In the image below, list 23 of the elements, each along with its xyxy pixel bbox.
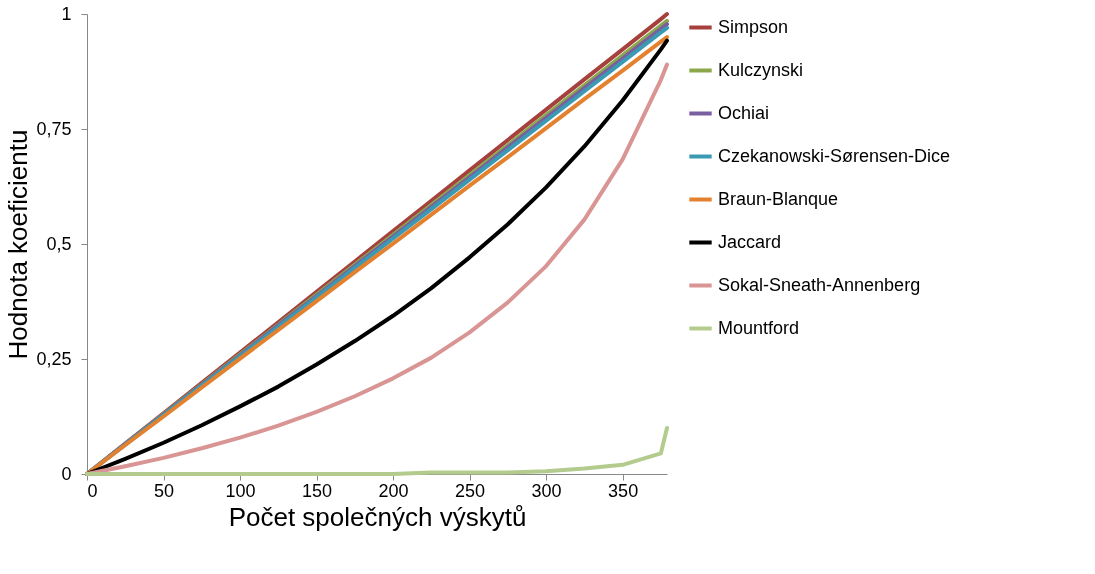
y-tick-label: 0,5 (46, 233, 72, 254)
legend-label: Ochiai (718, 102, 770, 123)
x-tick-label: 300 (531, 480, 562, 501)
legend-label: Simpson (718, 16, 789, 37)
y-tick-label: 0 (61, 463, 72, 484)
x-tick-label: 100 (225, 480, 256, 501)
legend-label: Mountford (718, 317, 800, 338)
legend-label: Sokal-Sneath-Annenberg (718, 274, 921, 295)
y-tick-label: 0,25 (36, 348, 72, 369)
y-tick-label: 0,75 (36, 118, 72, 139)
legend-label: Braun-Blanque (718, 188, 839, 209)
x-tick-label: 0 (87, 480, 98, 501)
x-tick-label: 350 (608, 480, 639, 501)
y-tick-label: 1 (61, 3, 72, 24)
legend-label: Jaccard (718, 231, 782, 252)
legend-label: Czekanowski-Sørensen-Dice (718, 145, 951, 166)
x-tick-label: 150 (302, 480, 333, 501)
x-tick-label: 50 (154, 480, 175, 501)
x-tick-label: 250 (455, 480, 486, 501)
y-axis-title: Hodnota koeficientu (3, 129, 34, 360)
x-tick-label: 200 (378, 480, 409, 501)
x-axis-title: Počet společných výskytů (228, 501, 527, 532)
legend-label: Kulczynski (718, 59, 804, 80)
